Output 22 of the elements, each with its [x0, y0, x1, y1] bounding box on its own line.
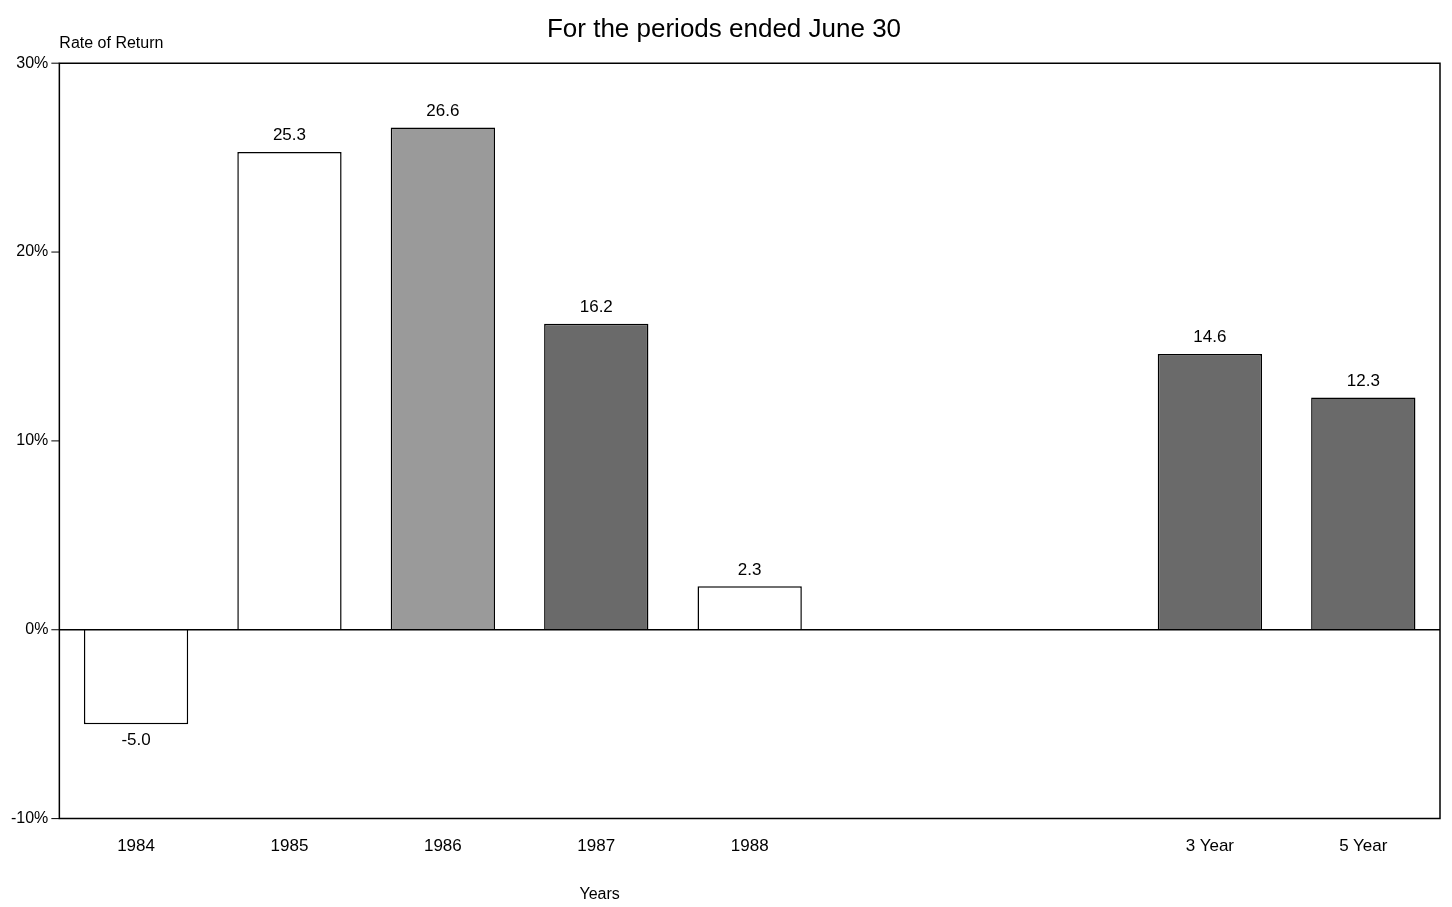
data-label: 26.6	[426, 100, 460, 120]
y-tick-label: -10%	[10, 809, 49, 827]
x-tick-label: 1986	[423, 836, 462, 856]
x-tick-label: 5 Year	[1339, 836, 1388, 856]
chart-title: For the periods ended June 30	[546, 12, 902, 43]
y-tick-label: 10%	[16, 431, 49, 449]
x-tick-label: 1985	[270, 836, 309, 856]
x-tick-label: 1987	[577, 836, 616, 856]
y-tick-label: 30%	[16, 53, 49, 71]
y-tick-label: 0%	[25, 620, 49, 638]
y-axis-title: Rate of Return	[59, 33, 164, 51]
x-tick-label: 1988	[730, 836, 769, 856]
x-tick-label: 3 Year	[1185, 836, 1235, 856]
data-label: -5.0	[121, 730, 151, 750]
data-label: 25.3	[272, 125, 307, 145]
data-label: 14.6	[1193, 327, 1227, 347]
x-tick-label: 1984	[117, 836, 155, 856]
y-tick-label: 20%	[16, 242, 49, 260]
data-label: 12.3	[1346, 370, 1380, 390]
data-label: 16.2	[579, 297, 613, 316]
data-label: 2.3	[737, 559, 762, 579]
x-axis-title: Years	[579, 885, 620, 903]
